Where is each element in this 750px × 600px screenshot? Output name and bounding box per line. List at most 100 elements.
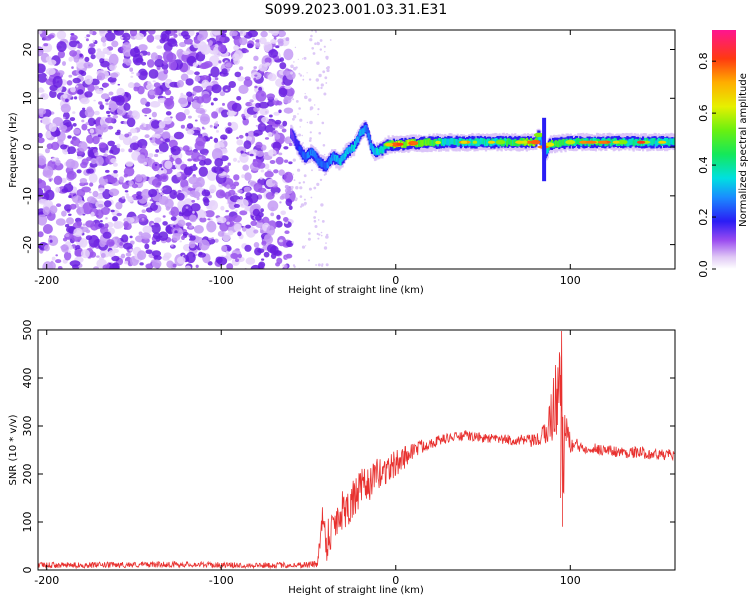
noise-speck xyxy=(302,142,304,144)
noise-speck xyxy=(92,39,96,43)
noise-speck xyxy=(88,43,96,48)
noise-speck xyxy=(225,127,233,134)
noise-speck xyxy=(110,209,115,213)
noise-speck xyxy=(313,186,317,190)
noise-speck xyxy=(299,118,303,122)
noise-speck xyxy=(304,93,306,95)
noise-speck xyxy=(187,187,194,191)
noise-speck xyxy=(222,102,225,106)
snr-series-line xyxy=(38,330,675,570)
snr-y-ticks: 0 100 200 300 400 500 xyxy=(21,320,675,574)
snr-x-tick-label: 0 xyxy=(392,574,399,587)
noise-speck xyxy=(196,32,200,35)
noise-speck xyxy=(220,73,224,77)
noise-speck xyxy=(274,119,282,125)
track-cell xyxy=(339,159,342,166)
noise-speck xyxy=(95,88,104,95)
noise-speck xyxy=(162,221,168,226)
noise-speck xyxy=(56,30,67,40)
noise-speck xyxy=(211,111,219,119)
noise-speck xyxy=(112,115,119,119)
noise-speck xyxy=(323,246,328,250)
noise-speck xyxy=(38,46,44,57)
noise-speck xyxy=(282,120,288,127)
noise-speck xyxy=(283,137,288,141)
noise-speck xyxy=(141,209,147,213)
noise-speck xyxy=(238,66,244,71)
noise-speck xyxy=(49,205,58,214)
noise-speck xyxy=(115,95,125,106)
noise-speck xyxy=(237,76,245,82)
noise-speck xyxy=(305,245,307,247)
noise-speck xyxy=(45,75,49,79)
noise-speck xyxy=(217,230,225,237)
noise-speck xyxy=(63,116,66,120)
noise-speck xyxy=(199,160,206,166)
noise-speck xyxy=(105,169,110,173)
noise-speck xyxy=(306,72,308,74)
noise-speck xyxy=(181,235,185,240)
noise-speck xyxy=(239,37,248,46)
noise-speck xyxy=(191,151,202,162)
noise-speck xyxy=(228,194,232,197)
noise-speck xyxy=(121,196,126,200)
noise-speck xyxy=(67,152,71,155)
noise-speck xyxy=(93,266,100,269)
track-peak xyxy=(472,140,478,144)
noise-speck xyxy=(55,259,62,264)
noise-speck xyxy=(108,250,115,258)
noise-speck xyxy=(67,135,72,139)
noise-speck xyxy=(304,95,308,100)
noise-speck xyxy=(72,123,77,127)
noise-speck xyxy=(107,140,115,147)
noise-speck xyxy=(207,218,211,221)
noise-speck xyxy=(136,191,143,196)
noise-speck xyxy=(76,221,83,227)
snr-x-tick-label: 100 xyxy=(560,574,581,587)
noise-speck xyxy=(283,97,292,104)
noise-speck xyxy=(55,254,58,257)
noise-speck xyxy=(237,231,242,237)
noise-speck xyxy=(213,166,224,174)
noise-speck xyxy=(107,76,117,83)
noise-speck xyxy=(53,175,63,185)
noise-speck xyxy=(106,239,115,247)
noise-speck xyxy=(131,110,139,117)
noise-speck xyxy=(135,151,141,156)
noise-speck xyxy=(272,99,280,106)
noise-speck xyxy=(200,104,203,108)
noise-speck xyxy=(38,30,42,35)
noise-speck xyxy=(142,145,147,149)
spectrogram-y-tick-label: 10 xyxy=(21,91,34,105)
noise-speck xyxy=(252,38,255,41)
noise-speck xyxy=(281,128,287,133)
noise-speck xyxy=(104,117,115,124)
spectrogram-y-tick-label: -10 xyxy=(21,187,34,205)
noise-speck xyxy=(320,231,323,234)
noise-speck xyxy=(239,153,249,164)
noise-speck xyxy=(151,259,162,269)
noise-speck xyxy=(189,235,196,241)
noise-speck xyxy=(267,244,277,254)
noise-speck xyxy=(299,186,303,190)
noise-speck xyxy=(45,131,52,139)
noise-speck xyxy=(194,75,201,82)
noise-speck xyxy=(286,240,294,248)
noise-speck xyxy=(38,231,44,238)
track-peak xyxy=(460,140,468,144)
noise-speck xyxy=(148,69,159,79)
noise-speck xyxy=(253,114,257,119)
noise-speck xyxy=(42,224,53,234)
noise-speck xyxy=(85,122,89,126)
noise-speck xyxy=(127,36,130,39)
noise-speck xyxy=(42,165,54,178)
noise-speck xyxy=(73,128,81,134)
noise-speck xyxy=(154,153,159,158)
noise-speck xyxy=(303,201,307,205)
noise-speck xyxy=(51,256,56,261)
noise-speck xyxy=(303,56,307,60)
noise-speck xyxy=(87,83,95,93)
noise-speck xyxy=(155,149,160,153)
noise-speck xyxy=(168,155,172,158)
noise-speck xyxy=(185,78,194,86)
